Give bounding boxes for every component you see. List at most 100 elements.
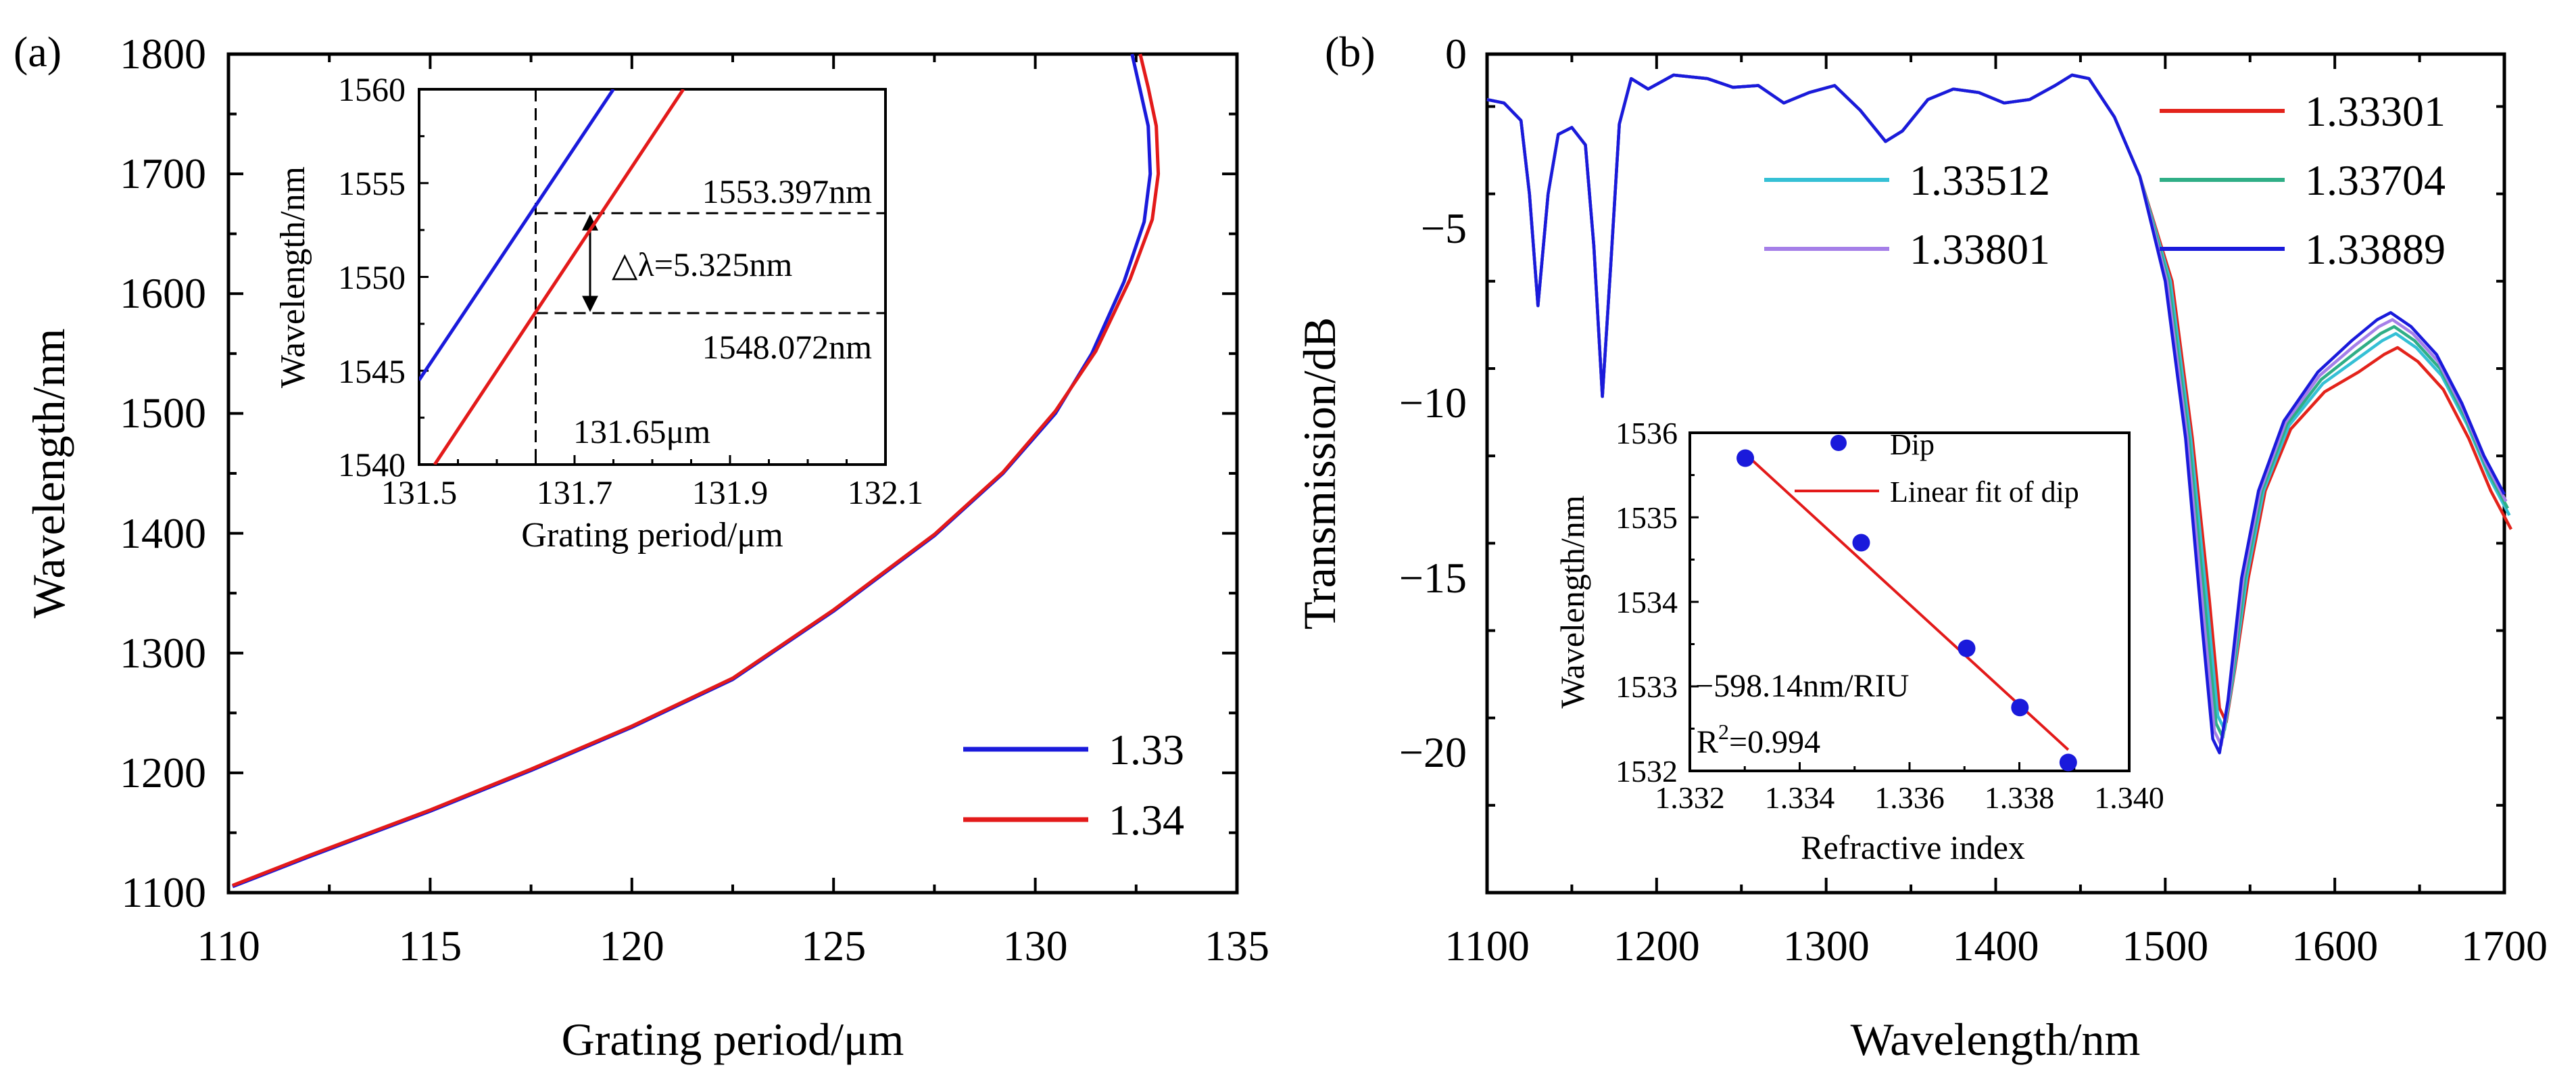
b-inset-annot-r2-value: =0.994: [1729, 724, 1820, 760]
b-inset-legend-dip-label: Dip: [1890, 428, 1935, 461]
bi-dip-point-1: [1852, 534, 1870, 552]
b-series-line-1-33889: [1486, 73, 2506, 755]
a-xtick-3: 125: [801, 922, 866, 970]
bi-xtick-4: 1.340: [2094, 780, 2164, 815]
a-inset-y-tick-labels: 1540 1545 1550 1555 1560: [338, 70, 406, 484]
b-legend-label-1-33512: 1.33512: [1910, 156, 2050, 204]
bi-ytick-4: 1536: [1615, 416, 1678, 450]
bi-ytick-0: 1532: [1615, 754, 1678, 788]
bi-dip-point-3: [2011, 699, 2029, 717]
b-xtick-1: 1200: [1613, 922, 1700, 970]
panel-b-inset: 1.332 1.334 1.336 1.338 1.340 1532 1533 …: [1553, 416, 2164, 866]
a-xtick-0: 110: [197, 922, 260, 970]
b-xtick-4: 1500: [2122, 922, 2208, 970]
a-ytick-4: 1500: [120, 389, 206, 437]
a-ytick-6: 1700: [120, 149, 206, 197]
b-inset-legend-dip-marker: [1830, 435, 1847, 451]
ai-xtick-1: 131.7: [537, 473, 613, 511]
panel-b-y-axis-label: Transmission/dB: [1294, 317, 1345, 630]
panel-a-y-axis-label: Wavelength/nm: [23, 329, 74, 619]
a-ytick-0: 1100: [121, 868, 206, 916]
bi-fit-line: [1744, 452, 2070, 751]
b-ytick-4: −20: [1399, 728, 1467, 776]
a-ytick-1: 1200: [120, 749, 206, 797]
bi-xtick-0: 1.332: [1655, 780, 1725, 815]
b-inset-annot-r2: R2=0.994: [1697, 720, 1820, 760]
bi-dip-point-0: [1736, 449, 1755, 467]
a-legend-label-1-34: 1.34: [1109, 796, 1184, 844]
b-ytick-0: 0: [1445, 30, 1467, 78]
a-inset-frame: [418, 88, 887, 466]
panel-b-x-tick-labels: 1100 1200 1300 1400 1500 1600 1700: [1444, 922, 2548, 970]
ai-xtick-2: 131.9: [692, 473, 769, 511]
b-inset-y-tick-labels: 1532 1533 1534 1535 1536: [1615, 416, 1678, 788]
ai-xtick-3: 132.1: [848, 473, 924, 511]
panel-a-series: [232, 53, 1161, 889]
b-ytick-3: −15: [1399, 554, 1467, 602]
panel-b-legend: 1.33301 1.33512 1.33704 1.33801 1.33889: [1764, 87, 2446, 273]
b-inset-annot-r2-r: R: [1697, 724, 1718, 760]
bi-ytick-3: 1535: [1615, 500, 1678, 535]
b-legend-label-1-33889: 1.33889: [2305, 225, 2446, 273]
b-inset-x-axis-label: Refractive index: [1801, 828, 2025, 866]
a-ytick-3: 1400: [120, 509, 206, 557]
b-xtick-5: 1600: [2291, 922, 2378, 970]
a-inset-x-tick-labels: 131.5 131.7 131.9 132.1: [381, 473, 924, 511]
b-inset-annot-slope: −598.14nm/RIU: [1695, 668, 1909, 704]
panel-b-y-tick-labels: 0 −5 −10 −15 −20: [1399, 30, 1467, 776]
b-inset-frame: [1688, 431, 2131, 772]
b-inset-annot-r2-sup: 2: [1718, 720, 1729, 744]
b-ytick-2: −10: [1399, 379, 1467, 427]
a-xtick-2: 120: [600, 922, 664, 970]
b-xtick-6: 1700: [2461, 922, 2548, 970]
bi-dip-point-4: [2059, 753, 2077, 772]
b-ytick-1: −5: [1421, 204, 1467, 252]
ai-series-line-1-34: [433, 89, 685, 465]
a-inset-y-axis-label: Wavelength/nm: [274, 166, 312, 388]
panel-b-x-axis-label: Wavelength/nm: [1851, 1014, 2141, 1065]
ai-ytick-0: 1540: [338, 446, 406, 484]
a-ytick-5: 1600: [120, 269, 206, 317]
b-xtick-2: 1300: [1783, 922, 1870, 970]
ai-ytick-2: 1550: [338, 258, 406, 296]
b-xtick-3: 1400: [1953, 922, 2039, 970]
b-xtick-0: 1100: [1444, 922, 1530, 970]
a-inset-annot-lower: 1548.072nm: [702, 328, 873, 366]
a-ytick-2: 1300: [120, 629, 206, 677]
bi-dip-point-2: [1958, 639, 1976, 657]
a-xtick-5: 135: [1205, 922, 1269, 970]
a-inset-annot-delta: △λ=5.325nm: [612, 245, 792, 283]
panel-a-x-axis-label: Grating period/μm: [562, 1014, 904, 1065]
b-legend-label-1-33301: 1.33301: [2305, 87, 2446, 135]
ai-ytick-4: 1560: [338, 70, 406, 108]
bi-ytick-1: 1533: [1615, 669, 1678, 704]
panel-b-ticks: [1486, 54, 2506, 894]
bi-xtick-3: 1.338: [1985, 780, 2055, 815]
panel-a-inset: 131.5 131.7 131.9 132.1 1540 1545 1550 1…: [274, 70, 923, 555]
a-inset-series: [419, 89, 885, 465]
bi-ytick-2: 1534: [1615, 585, 1678, 619]
b-legend-label-1-33801: 1.33801: [1910, 225, 2050, 273]
a-series-line-1-34: [232, 53, 1161, 887]
panel-a-ticks: [227, 53, 1238, 894]
a-inset-annot-period: 131.65μm: [573, 413, 710, 450]
panel-a-x-tick-labels: 110 115 120 125 130 135: [197, 922, 1269, 970]
a-inset-ticks: [418, 88, 887, 466]
panel-b-label: (b): [1325, 28, 1376, 76]
panel-b: (b) 1100 1200 1300 1400 1500 1600 1700 0…: [1294, 28, 2548, 1065]
b-legend-label-1-33704: 1.33704: [2305, 156, 2446, 204]
a-legend-label-1-33: 1.33: [1109, 726, 1184, 774]
panel-a-y-tick-labels: 1100 1200 1300 1400 1500 1600 1700 1800: [120, 30, 206, 916]
a-xtick-1: 115: [399, 922, 462, 970]
a-ytick-7: 1800: [120, 30, 206, 78]
ai-ytick-3: 1555: [338, 164, 406, 202]
a-xtick-4: 130: [1003, 922, 1068, 970]
bi-xtick-2: 1.336: [1874, 780, 1945, 815]
b-inset-legend-fit-label: Linear fit of dip: [1890, 475, 2079, 509]
ai-series-line-1-33: [419, 89, 615, 381]
panel-a-label: (a): [14, 28, 62, 76]
bi-xtick-1: 1.334: [1765, 780, 1835, 815]
a-inset-x-axis-label: Grating period/μm: [521, 516, 783, 555]
ai-ytick-1: 1545: [338, 352, 406, 390]
